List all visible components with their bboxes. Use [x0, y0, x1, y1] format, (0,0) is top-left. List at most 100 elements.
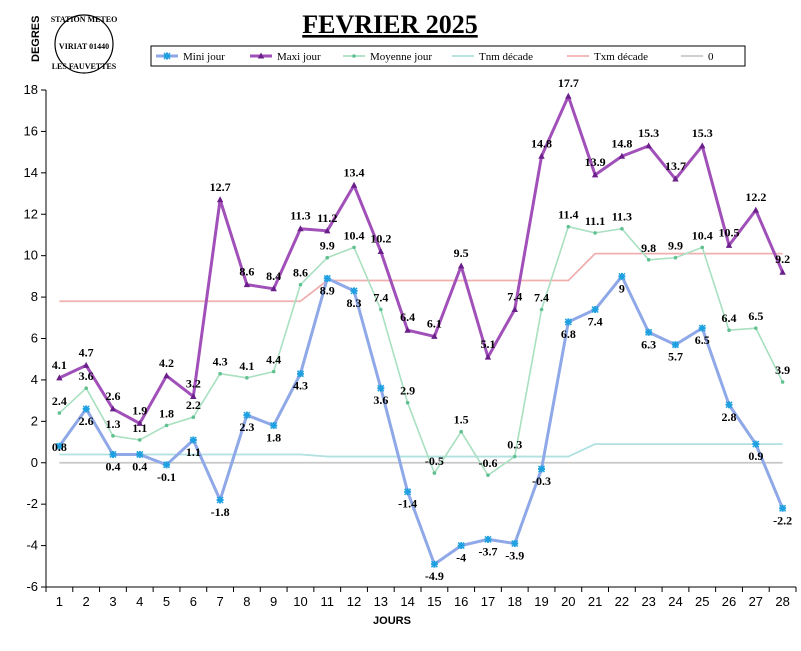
data-label: 1.9: [132, 403, 147, 417]
data-point-0: [538, 465, 546, 473]
x-tick-label: 16: [454, 594, 468, 609]
stamp-line1: STATION METEO: [51, 15, 118, 24]
data-point-1: [324, 227, 331, 234]
marker-stroke: [323, 274, 331, 282]
data-label: -3.9: [505, 549, 524, 563]
data-label: 8.6: [293, 266, 308, 280]
data-point-2: [137, 438, 142, 442]
data-label: 11.1: [585, 214, 605, 228]
data-point-2: [111, 434, 115, 438]
series-line-3: [59, 443, 783, 458]
data-label: 5.1: [480, 337, 495, 351]
data-point-0: [296, 370, 304, 378]
data-point-0: [645, 328, 653, 336]
marker-stroke: [189, 436, 197, 444]
data-label: 7.4: [507, 290, 522, 304]
data-point-2: [271, 369, 276, 374]
data-label: 12.2: [745, 190, 766, 204]
data-point-1: [56, 374, 63, 381]
data-point-1: [243, 281, 251, 288]
data-label: -4: [456, 551, 466, 565]
data-label: 1.1: [186, 445, 201, 459]
data-point-2: [405, 400, 410, 405]
marker-stroke: [591, 305, 599, 314]
data-point-1: [484, 353, 492, 360]
data-point-2: [191, 415, 196, 419]
data-point-2: [486, 473, 490, 477]
data-label: 14.8: [531, 136, 552, 150]
y-tick-label: 12: [24, 206, 38, 221]
data-label: 2.8: [722, 410, 737, 424]
data-label: 9.9: [668, 239, 683, 253]
x-tick-label: 25: [695, 594, 709, 609]
data-point-2: [593, 231, 597, 235]
marker-stroke: [136, 450, 144, 458]
x-tick-label: 19: [534, 594, 548, 609]
data-label: 11.4: [558, 208, 578, 222]
marker-stroke: [484, 535, 492, 543]
marker-stroke: [350, 287, 358, 295]
marker-stroke: [671, 341, 679, 349]
y-tick-label: -4: [26, 538, 38, 553]
y-tick-label: 14: [24, 165, 38, 180]
y-tick-label: -6: [26, 579, 38, 594]
x-tick-label: 7: [216, 594, 223, 609]
y-tick-label: 10: [24, 248, 38, 263]
data-point-1: [431, 332, 438, 339]
data-point-1: [377, 248, 385, 255]
data-label: 5.7: [668, 350, 683, 364]
series-line-1: [58, 94, 784, 425]
data-point-0: [109, 450, 117, 458]
data-point-0: [430, 560, 438, 568]
data-point-1: [190, 392, 197, 399]
data-point-1: [618, 152, 626, 159]
data-label: 4.3: [213, 355, 228, 369]
marker-stroke: [404, 488, 412, 496]
x-tick-label: 2: [83, 594, 90, 609]
y-tick-label: 0: [31, 455, 38, 470]
marker-stroke: [698, 324, 706, 332]
x-tick-label: 22: [615, 594, 629, 609]
data-point-2: [298, 282, 303, 287]
x-tick-label: 8: [243, 594, 250, 609]
marker-stroke: [430, 560, 438, 568]
data-point-2: [512, 454, 517, 459]
series-line-2: [58, 225, 784, 476]
data-label: 12.7: [210, 180, 231, 194]
data-label: 0.9: [748, 449, 763, 463]
data-label: 0.8: [52, 440, 67, 454]
y-tick-label: 6: [31, 331, 38, 346]
data-label: 13.7: [665, 159, 686, 173]
data-point-0: [671, 341, 679, 349]
data-point-0: [82, 405, 90, 413]
data-label: 2.4: [52, 394, 67, 408]
y-tick-label: 4: [31, 372, 38, 387]
data-labels: 0.8 2.6 0.4 0.4 -0.1 1.1 -1.8 2.3 1.8 4.3 8.9 8.3 3.…: [52, 76, 792, 583]
x-tick-label: 6: [190, 594, 197, 609]
data-label: 6.5: [748, 309, 763, 323]
data-label: 3.2: [186, 376, 201, 390]
data-point-2: [754, 326, 758, 330]
marker-stroke: [779, 504, 787, 512]
data-label: 15.3: [638, 126, 659, 140]
data-point-1: [163, 372, 170, 379]
chart-title: FEVRIER 2025: [302, 10, 478, 39]
data-label: 3.9: [775, 363, 790, 377]
x-tick-label: 4: [136, 594, 143, 609]
data-point-1: [538, 152, 545, 159]
data-point-1: [216, 196, 224, 203]
data-point-2: [539, 307, 544, 312]
data-label: 9: [619, 281, 625, 295]
x-tick-label: 18: [508, 594, 522, 609]
marker-stroke: [82, 405, 90, 413]
data-point-0: [350, 287, 358, 295]
marker-stroke: [163, 461, 171, 469]
data-point-0: [484, 535, 492, 543]
data-label: 1.5: [454, 413, 469, 427]
data-point-1: [591, 171, 599, 178]
data-label: 10.4: [344, 228, 365, 242]
data-label: 1.8: [266, 430, 281, 444]
x-tick-label: 20: [561, 594, 575, 609]
data-label: 6.8: [561, 327, 576, 341]
data-point-1: [645, 142, 652, 149]
